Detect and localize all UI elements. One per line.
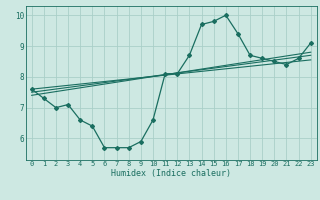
X-axis label: Humidex (Indice chaleur): Humidex (Indice chaleur)	[111, 169, 231, 178]
